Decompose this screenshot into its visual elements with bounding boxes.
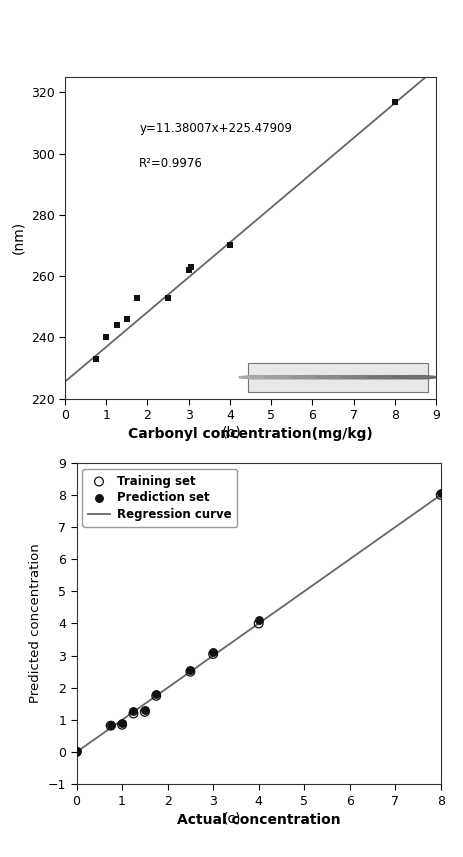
Point — [185, 263, 192, 277]
Prediction set — [73, 745, 80, 758]
Training set — [141, 705, 148, 719]
Prediction set — [436, 487, 444, 500]
Training set — [107, 719, 114, 733]
Training set — [209, 647, 216, 661]
Circle shape — [341, 375, 385, 379]
Y-axis label: (nm): (nm) — [11, 221, 25, 255]
Prediction set — [107, 718, 114, 732]
Point — [164, 291, 171, 304]
Circle shape — [238, 375, 283, 379]
Prediction set — [118, 716, 125, 730]
Point — [133, 291, 141, 304]
Point — [226, 238, 233, 252]
Point — [390, 95, 398, 109]
Training set — [152, 689, 160, 703]
Prediction set — [255, 614, 262, 627]
Training set — [118, 718, 125, 732]
X-axis label: Carbonyl concentration(mg/kg): Carbonyl concentration(mg/kg) — [128, 428, 372, 441]
Training set — [73, 745, 80, 759]
Training set — [255, 617, 262, 631]
Circle shape — [290, 375, 334, 379]
Bar — [248, 363, 427, 392]
Point — [123, 312, 130, 326]
Text: (c): (c) — [222, 812, 241, 825]
Y-axis label: Predicted concentration: Predicted concentration — [29, 543, 42, 704]
X-axis label: Actual concentration: Actual concentration — [176, 813, 340, 827]
Point — [113, 318, 120, 332]
Point — [102, 331, 110, 345]
Text: R²=0.9976: R²=0.9976 — [139, 157, 203, 171]
Point — [92, 352, 100, 366]
Prediction set — [186, 663, 194, 677]
Circle shape — [366, 375, 411, 379]
Text: y=11.38007x+225.47909: y=11.38007x+225.47909 — [139, 122, 292, 135]
Point — [187, 260, 194, 273]
Training set — [436, 488, 444, 502]
Prediction set — [130, 704, 137, 718]
Circle shape — [264, 375, 308, 379]
Circle shape — [315, 375, 360, 379]
Legend: Training set, Prediction set, Regression curve: Training set, Prediction set, Regression… — [82, 469, 237, 526]
Circle shape — [392, 375, 437, 379]
Training set — [130, 706, 137, 720]
Prediction set — [152, 687, 160, 701]
Training set — [186, 665, 194, 679]
Prediction set — [141, 703, 148, 716]
Prediction set — [209, 645, 216, 659]
Text: (b): (b) — [222, 425, 241, 439]
